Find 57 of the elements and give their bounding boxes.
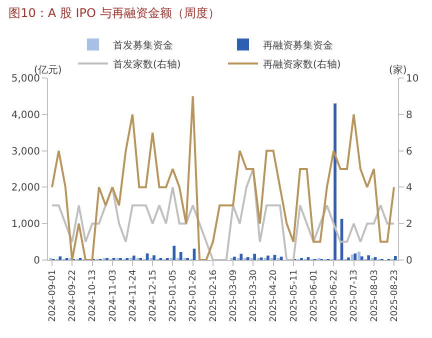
x-tick-label: 2024-11-24 [128, 269, 138, 322]
y2-tick-label: 0 [406, 256, 412, 266]
x-tick-label: 2025-08-03 [370, 270, 380, 322]
x-tick-label: 2025-07-13 [350, 270, 360, 322]
y-axis-title: (亿元) [34, 65, 62, 76]
x-tick-label: 2025-03-09 [228, 269, 239, 322]
legend-label: 首发募集资金 [113, 39, 173, 52]
bar [358, 252, 360, 260]
legend-label: 首发家数(右轴) [113, 58, 181, 70]
y-tick-label: 5,000 [11, 74, 40, 84]
bar [347, 257, 350, 260]
bar [334, 103, 336, 260]
bar [132, 256, 136, 260]
y-tick-label: 3,000 [11, 146, 40, 158]
x-tick-label: 2025-03-30 [249, 269, 260, 322]
chart-title: 图10：A 股 IPO 与再融资金额（周度） [8, 6, 220, 20]
x-tick-label: 2025-06-22 [330, 270, 340, 322]
line-series [51, 95, 395, 260]
x-tick-label: 2024-11-03 [108, 270, 118, 322]
bar [374, 257, 377, 260]
bar [394, 256, 397, 260]
legend-label: 再融资募集资金 [263, 39, 333, 52]
x-tick-label: 2025-01-05 [168, 270, 179, 322]
y2-tick-label: 6 [406, 146, 412, 158]
x-tick-label: 2025-02-16 [208, 269, 219, 322]
x-tick-label: 2024-12-15 [148, 270, 159, 322]
y2-axis-title: (家) [389, 64, 407, 76]
x-tick-label: 2025-04-20 [269, 269, 280, 322]
x-tick-label: 2025-01-26 [188, 269, 199, 322]
y2-tick-label: 10 [406, 74, 419, 84]
legend-label: 再融资家数(右轴) [263, 58, 341, 70]
bar [253, 254, 256, 260]
y2-tick-label: 8 [406, 110, 412, 121]
bar [172, 246, 176, 260]
x-tick-label: 2025-05-11 [289, 270, 300, 322]
bar [152, 255, 156, 260]
bar [367, 255, 370, 260]
x-tick-label: 2024-09-01 [48, 270, 58, 322]
bar [306, 257, 310, 260]
x-tick-label: 2024-09-22 [68, 270, 78, 322]
bar [360, 256, 364, 260]
bar [179, 252, 182, 260]
x-tick-label: 2024-10-13 [88, 270, 98, 322]
bar [246, 257, 250, 260]
y-tick-label: 4,000 [11, 110, 40, 121]
bar [233, 256, 236, 260]
bar [58, 256, 62, 260]
y2-tick-label: 2 [406, 219, 412, 230]
y-tick-label: 2,000 [11, 182, 40, 194]
bar [266, 256, 270, 260]
y-tick-label: 1,000 [11, 219, 40, 230]
x-tick-label: 2025-08-23 [390, 270, 400, 322]
y-tick-label: 0 [34, 256, 40, 266]
bar [350, 254, 354, 260]
bar [280, 256, 283, 260]
x-tick-label: 2025-06-01 [309, 270, 320, 322]
y2-tick-label: 4 [406, 182, 412, 194]
